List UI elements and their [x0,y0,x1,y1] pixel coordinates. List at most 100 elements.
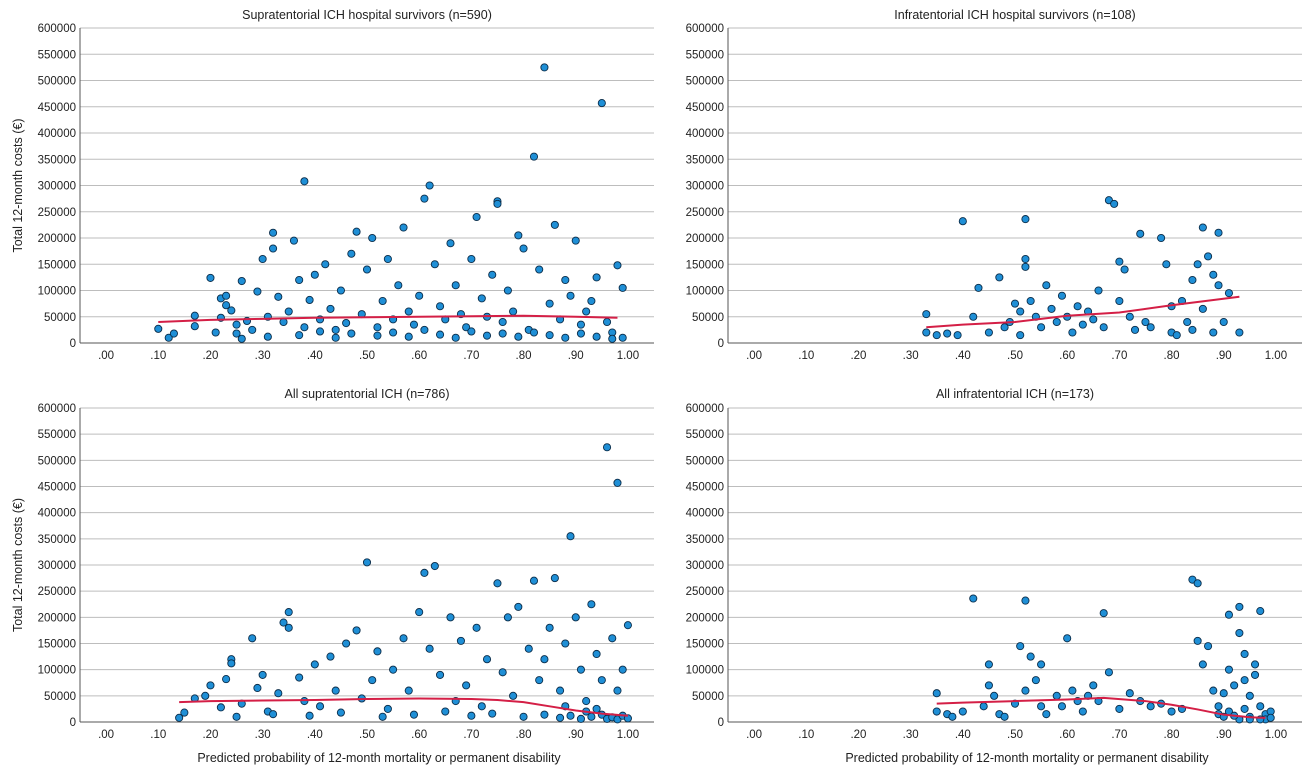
data-point [1125,312,1134,321]
data-point [436,302,445,311]
y-tick-label: 550000 [686,49,724,61]
y-tick-label: 350000 [686,534,724,546]
data-point [1047,304,1056,313]
data-point [1042,281,1051,290]
x-tick-label: .00 [746,729,762,741]
y-tick-label: 200000 [38,233,76,245]
data-point [1042,710,1051,719]
x-axis-label: Predicted probability of 12-month mortal… [845,751,1209,765]
data-point [974,283,983,292]
y-tick-label: 500000 [686,76,724,88]
data-point [990,691,999,700]
data-point [305,295,314,305]
data-point [613,478,622,487]
y-tick-label: 200000 [686,612,724,624]
data-point [175,713,184,722]
data-point [404,307,413,316]
data-point [1167,707,1176,716]
data-point [1000,712,1009,721]
x-tick-label: .20 [202,729,218,741]
data-point [509,691,518,700]
data-point [315,702,325,711]
data-point [284,623,293,632]
data-point [498,317,507,327]
data-point [169,329,178,338]
y-tick-label: 50000 [44,312,76,324]
data-point [284,307,293,316]
data-point [1224,289,1233,298]
data-point [1256,702,1265,711]
data-point [1157,233,1166,243]
data-point [1188,275,1197,285]
data-point [331,686,340,695]
data-point [618,665,627,674]
data-point [1146,702,1155,711]
x-tick-label: .40 [955,729,971,741]
y-tick-label: 100000 [38,286,76,298]
data-point [623,621,632,630]
data-point [1219,689,1228,698]
y-tick-label: 150000 [38,639,76,651]
y-tick-label: 100000 [686,665,724,677]
data-point [498,329,507,338]
x-tick-label: .30 [903,729,919,741]
data-point [524,644,533,653]
data-point [566,711,575,720]
y-tick-label: 350000 [38,154,76,166]
data-point [1057,291,1067,300]
y-tick-label: 500000 [686,455,724,467]
data-point [237,276,246,286]
data-point [315,327,325,336]
data-point [404,686,413,695]
data-point [462,323,471,332]
data-point [436,670,445,679]
y-tick-label: 450000 [686,102,724,114]
data-point [587,296,596,306]
data-point [932,707,941,716]
data-point [514,602,523,611]
data-point [326,652,335,661]
data-point [274,689,283,698]
data-point [222,675,231,684]
data-point [1078,707,1087,716]
data-point [943,329,952,338]
data-point [1214,281,1223,290]
data-point [1193,636,1202,645]
data-point [1240,649,1249,659]
data-point [482,331,492,340]
x-tick-label: 1.00 [1265,350,1287,362]
data-point [545,623,554,632]
data-point [1266,713,1275,722]
data-point [1209,270,1218,279]
data-point [420,325,429,334]
x-tick-label: .60 [1059,729,1075,741]
data-point [984,660,993,669]
data-point [284,608,293,617]
data-point [1209,328,1218,337]
data-point [550,574,559,583]
data-point [1250,660,1260,669]
data-point [368,676,377,685]
data-point [1115,296,1124,306]
data-point [1099,323,1108,332]
data-point [1224,610,1233,619]
data-point [362,558,372,567]
y-tick-label: 550000 [38,429,76,441]
x-tick-label: .30 [255,729,271,741]
x-tick-label: .60 [1059,350,1075,362]
trend-line [926,295,1240,329]
data-point [1115,704,1124,713]
data-point [529,328,539,337]
trend-line [936,696,1266,719]
data-point [514,231,523,240]
data-point [529,576,539,585]
data-point [571,613,580,622]
data-point [1219,317,1228,327]
data-point [342,639,351,648]
data-point [535,676,544,685]
data-point [576,665,585,674]
data-point [336,286,345,295]
chart-title: Supratentorial ICH hospital survivors (n… [242,8,492,22]
data-point [1110,199,1119,208]
trend-line [179,697,628,717]
